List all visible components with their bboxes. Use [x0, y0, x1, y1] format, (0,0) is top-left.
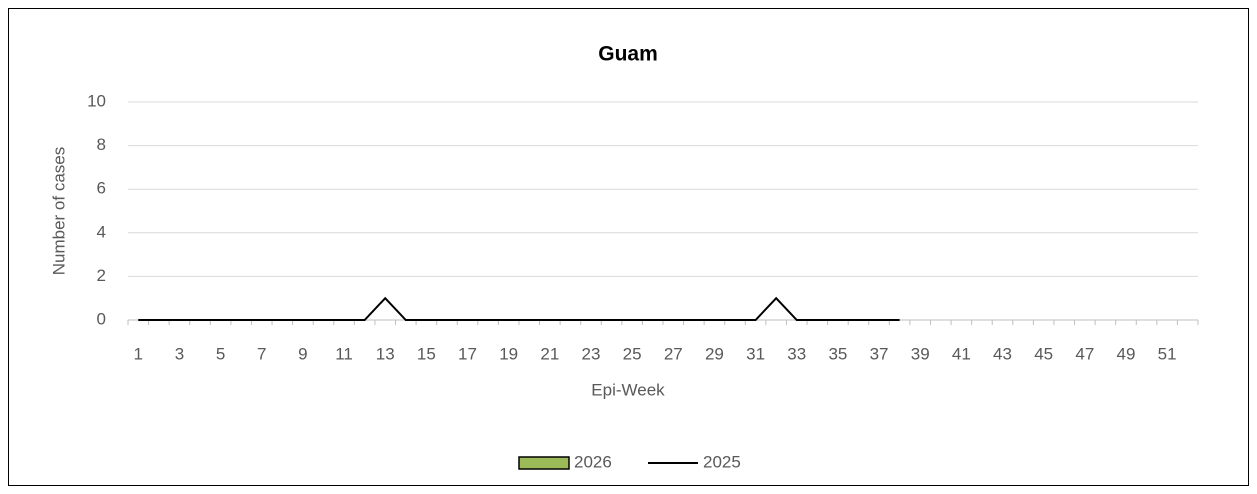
x-tick-label: 37 — [870, 344, 889, 363]
y-axis-title: Number of cases — [49, 147, 68, 276]
x-tick-label: 49 — [1117, 344, 1136, 363]
x-tick-label: 29 — [705, 344, 724, 363]
x-tick-label: 51 — [1158, 344, 1177, 363]
legend-label: 2025 — [703, 452, 741, 471]
legend-swatch — [518, 456, 570, 470]
x-tick-label: 1 — [134, 344, 143, 363]
x-tick-label: 31 — [746, 344, 765, 363]
x-tick-label: 27 — [664, 344, 683, 363]
y-tick-label: 8 — [97, 135, 106, 154]
line-series — [138, 296, 900, 321]
x-tick-label: 35 — [828, 344, 847, 363]
chart-title: Guam — [598, 43, 658, 66]
x-tick-label: 39 — [911, 344, 930, 363]
x-tick-label: 9 — [298, 344, 307, 363]
x-tick-label: 13 — [376, 344, 395, 363]
x-tick-label: 21 — [540, 344, 559, 363]
x-tick-label: 7 — [257, 344, 266, 363]
chart-border — [8, 8, 1249, 486]
x-tick-label: 11 — [335, 344, 353, 363]
x-tick-label: 23 — [582, 344, 601, 363]
y-tick-label: 4 — [97, 222, 106, 241]
x-axis-title: Epi-Week — [591, 380, 665, 399]
y-tick-label: 0 — [97, 309, 106, 328]
y-tick-label: 6 — [97, 179, 106, 198]
y-tick-label: 10 — [87, 91, 106, 110]
y-tick-label: 2 — [97, 266, 106, 285]
x-tick-label: 33 — [787, 344, 806, 363]
x-tick-label: 43 — [993, 344, 1012, 363]
x-tick-label: 45 — [1034, 344, 1053, 363]
x-tick-label: 47 — [1075, 344, 1094, 363]
x-tick-label: 3 — [175, 344, 184, 363]
legend-label: 2026 — [574, 452, 612, 471]
x-tick-label: 25 — [623, 344, 642, 363]
x-tick-label: 5 — [216, 344, 225, 363]
x-tick-label: 41 — [952, 344, 971, 363]
x-tick-label: 17 — [458, 344, 477, 363]
x-tick-label: 15 — [417, 344, 436, 363]
x-tick-label: 19 — [499, 344, 518, 363]
